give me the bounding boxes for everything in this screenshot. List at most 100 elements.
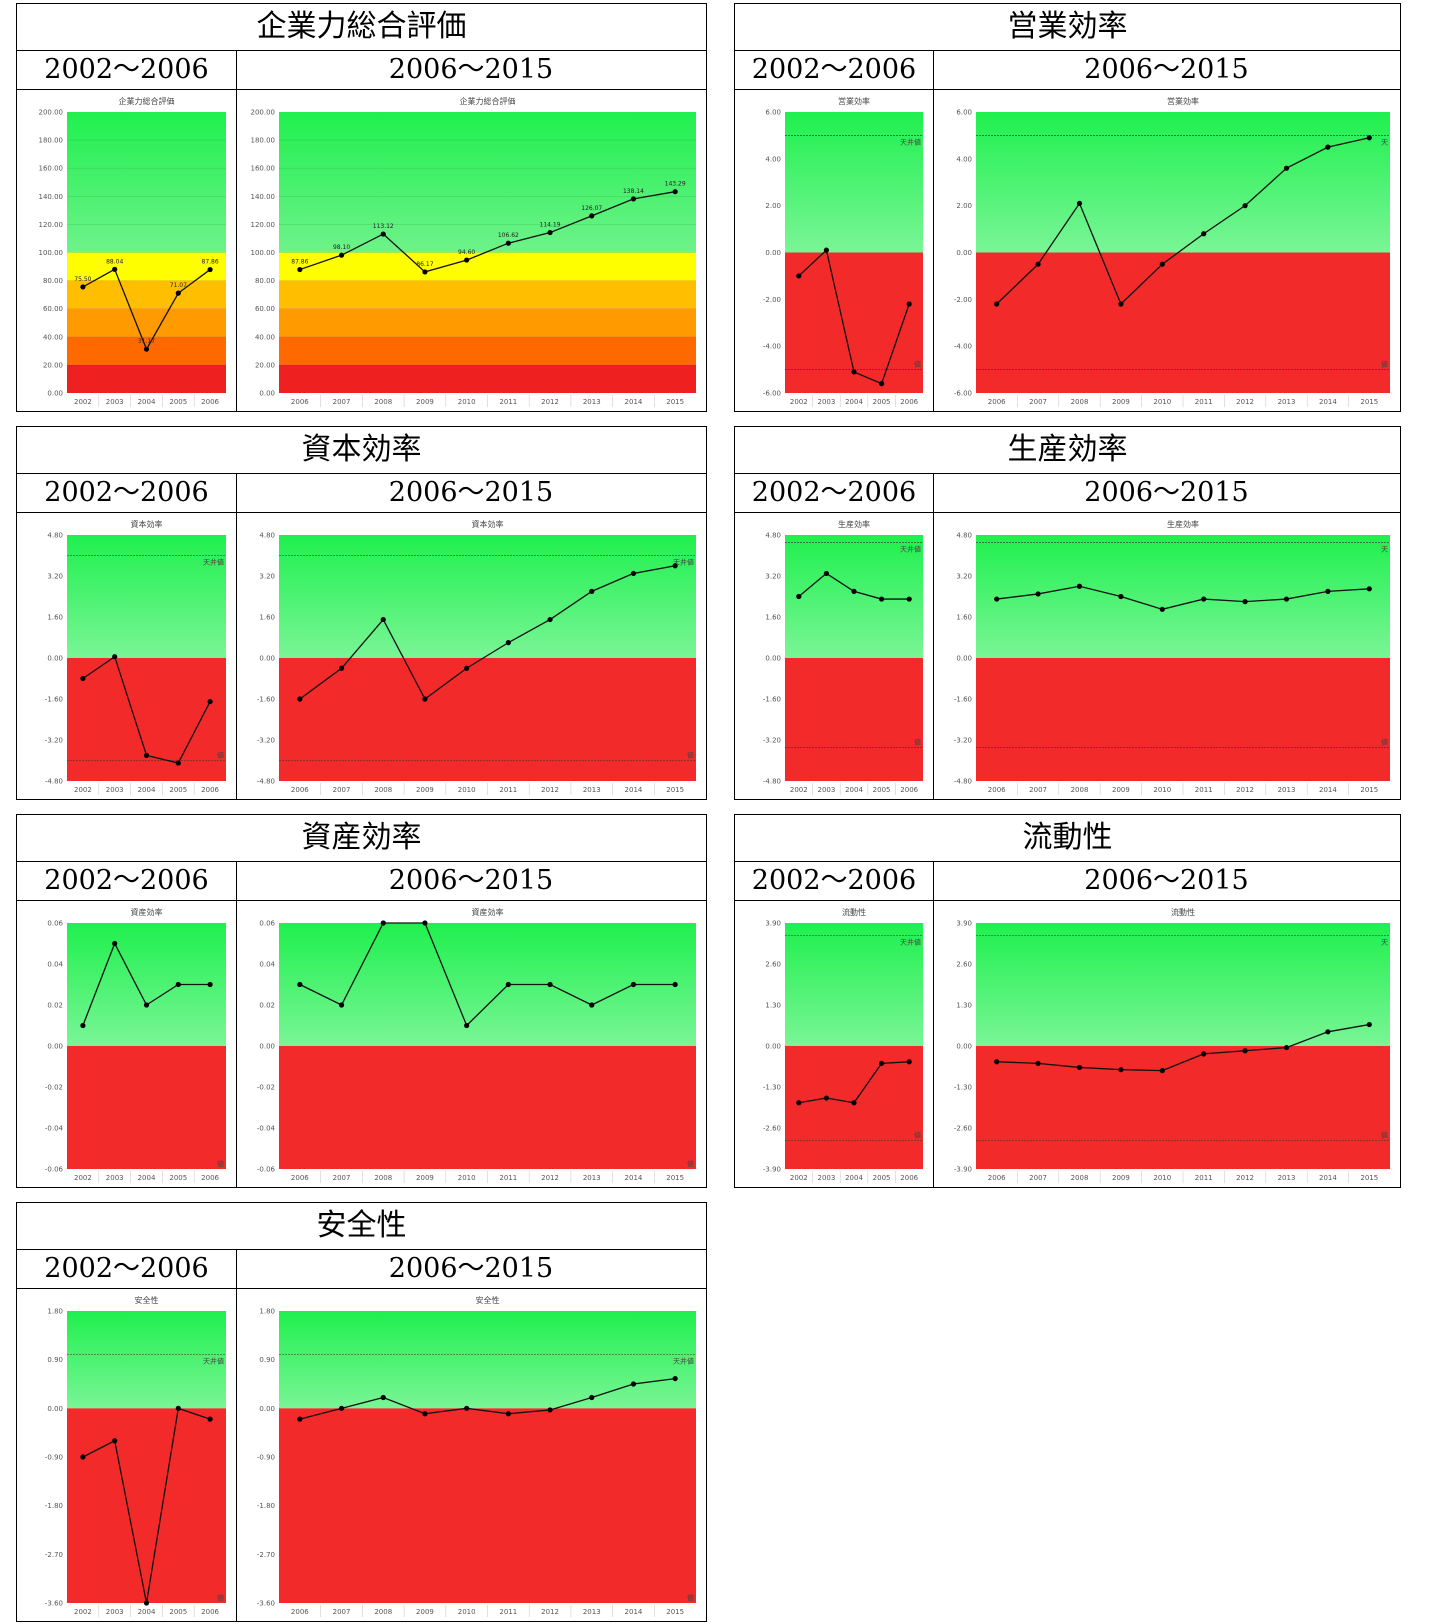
x-tick-label: 2011: [1195, 398, 1213, 406]
y-tick-label: -1.80: [45, 1502, 63, 1510]
y-tick-label: 40.00: [255, 333, 275, 341]
y-tick-label: -0.90: [45, 1454, 63, 1462]
y-tick-label: 60.00: [43, 305, 63, 313]
period-left: 2002～2006: [735, 473, 933, 513]
y-tick-label: -4.00: [954, 343, 972, 351]
y-tick-label: 120.00: [251, 221, 276, 229]
y-tick-label: -1.60: [45, 696, 63, 704]
chart-title: 安全性: [135, 1295, 159, 1305]
chart-left: 資産効率値 -0.06 -0.04 -0.02 0.00 0.02 0.04 0.06 2002…: [17, 901, 236, 1187]
y-tick-label: 0.00: [47, 390, 63, 398]
data-point: [1201, 596, 1207, 602]
y-tick-label: -1.80: [257, 1502, 275, 1510]
y-tick-label: 0.00: [47, 655, 63, 663]
data-point: [589, 588, 595, 594]
x-tick-label: 2005: [169, 1174, 187, 1182]
x-tick-label: 2015: [666, 1174, 684, 1182]
panel-ryudo: 流動性 2002～2006 2006～2015 流動性 天井値値 -3.90 -2.6…: [734, 814, 1401, 1188]
x-tick-label: 2014: [1319, 786, 1337, 794]
panel-kigyo: 企業力総合評価 2002～2006 2006～2015 企業力総合評価 0.00 2…: [16, 3, 707, 412]
series-line: [299, 922, 676, 1027]
data-label: 86.17: [416, 261, 433, 268]
x-tick-label: 2006: [291, 786, 309, 794]
y-tick-label: 2.00: [956, 202, 972, 210]
panel-title: 企業力総合評価: [17, 4, 706, 51]
x-tick-label: 2010: [1153, 786, 1171, 794]
divider: [236, 1249, 237, 1621]
x-tick-label: 2004: [845, 398, 863, 406]
x-tick-label: 2003: [817, 786, 835, 794]
chart-right: 資本効率 天井値値 -4.80 -3.20 -1.60 0.00 1.60 3.20 4.80 2…: [237, 513, 706, 799]
y-tick-label: -3.20: [763, 737, 781, 745]
x-tick-label: 2014: [1319, 398, 1337, 406]
y-tick-label: -0.90: [257, 1454, 275, 1462]
data-point: [338, 665, 345, 671]
y-tick-label: 0.00: [956, 655, 972, 663]
y-tick-label: 2.60: [956, 961, 972, 969]
data-point: [505, 240, 511, 246]
x-tick-label: 2010: [458, 398, 476, 406]
y-tick-label: -4.00: [763, 343, 781, 351]
x-tick-label: 2008: [374, 1174, 392, 1182]
y-tick-label: 180.00: [39, 137, 64, 145]
ceiling-label: 天井値: [203, 558, 224, 567]
floor-label: 値: [687, 1159, 694, 1168]
data-point: [1159, 1068, 1165, 1074]
data-label: 113.12: [373, 223, 394, 230]
floor-label: 値: [217, 751, 224, 760]
band-amber: [67, 280, 226, 309]
period-right: 2006～2015: [236, 861, 706, 901]
y-tick-label: 100.00: [39, 249, 64, 257]
data-point: [994, 596, 1000, 602]
x-tick-label: 2008: [374, 1608, 392, 1616]
y-tick-label: 160.00: [251, 165, 276, 173]
y-tick-label: 1.60: [956, 614, 972, 622]
data-point: [1201, 1051, 1207, 1057]
y-tick-label: 140.00: [39, 193, 64, 201]
x-tick-label: 2006: [201, 1174, 219, 1182]
y-tick-label: 60.00: [255, 305, 275, 313]
band-yellow: [67, 252, 226, 281]
x-tick-label: 2006: [201, 786, 219, 794]
x-tick-label: 2008: [374, 786, 392, 794]
y-tick-label: -3.20: [257, 737, 275, 745]
x-tick-label: 2007: [1029, 1174, 1047, 1182]
band-green: [279, 112, 696, 253]
y-tick-label: -1.60: [763, 696, 781, 704]
data-point: [796, 593, 802, 600]
x-tick-label: 2002: [790, 1174, 808, 1182]
data-point: [1201, 231, 1207, 237]
data-point: [672, 1375, 678, 1382]
y-tick-label: 0.00: [765, 1043, 781, 1051]
data-label: 75.50: [74, 276, 91, 283]
band-positive: [785, 112, 923, 253]
data-point: [464, 1022, 470, 1029]
x-tick-label: 2002: [74, 1608, 92, 1616]
floor-label: 値: [914, 738, 921, 747]
y-tick-label: 4.80: [259, 532, 275, 540]
ceiling-label: 天井値: [900, 137, 921, 146]
divider: [236, 473, 237, 799]
y-tick-label: 20.00: [255, 361, 275, 369]
y-tick-label: 200.00: [39, 109, 64, 117]
data-point: [879, 596, 885, 602]
band-negative: [279, 658, 696, 781]
data-label: 98.10: [333, 244, 350, 251]
x-tick-label: 2006: [900, 1174, 918, 1182]
y-tick-label: 0.00: [259, 1043, 275, 1051]
y-tick-label: 40.00: [43, 333, 63, 341]
data-label: 138.14: [623, 188, 644, 195]
band-deep-orange: [279, 336, 696, 365]
x-tick-label: 2006: [291, 398, 309, 406]
band-positive: [279, 535, 696, 658]
y-tick-label: -4.80: [257, 778, 275, 786]
y-tick-label: 6.00: [956, 109, 972, 117]
x-tick-label: 2006: [291, 1608, 309, 1616]
y-tick-label: 0.00: [765, 655, 781, 663]
panel-shisan: 資産効率 2002～2006 2006～2015 資産効率値 -0.06 -0.04…: [16, 814, 707, 1188]
x-tick-label: 2006: [988, 1174, 1006, 1182]
y-tick-label: 0.02: [259, 1002, 275, 1010]
